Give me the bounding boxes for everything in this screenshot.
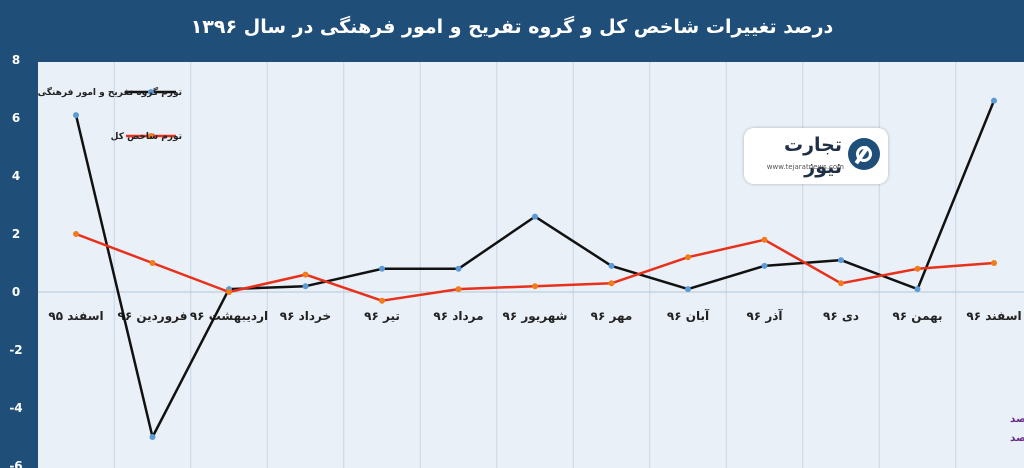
data-point xyxy=(73,231,79,237)
x-tick-label: اسفند ۹۶ xyxy=(966,309,1021,323)
data-point xyxy=(455,265,462,272)
data-point xyxy=(991,97,997,104)
data-point xyxy=(838,257,844,264)
data-point xyxy=(226,289,232,295)
data-point xyxy=(455,286,462,293)
data-point xyxy=(838,280,844,287)
y-tick-label: 0 xyxy=(12,285,20,299)
x-tick-label: دی ۹۶ xyxy=(823,309,859,323)
x-tick-label: شهریور ۹۶ xyxy=(503,309,568,324)
legend-label: تورم شاخص کل xyxy=(111,132,182,142)
x-tick-label: بهمن ۹۶ xyxy=(892,309,942,323)
header-bar: درصد تغییرات شاخص کل و گروه تفریح و امور… xyxy=(0,0,1024,62)
data-point xyxy=(532,213,538,220)
x-tick-label: اردیبهشت ۹۶ xyxy=(190,309,268,323)
logo-mark-icon xyxy=(848,138,880,170)
logo-badge: تجارت نیوز www.tejaratnews.com xyxy=(744,128,888,184)
data-point xyxy=(761,236,768,243)
x-tick-label: خرداد ۹۶ xyxy=(280,309,331,323)
data-point xyxy=(608,280,615,287)
data-point xyxy=(991,260,997,266)
data-point xyxy=(379,297,385,304)
legend-marker xyxy=(148,89,154,95)
x-tick-label: مرداد ۹۶ xyxy=(433,309,483,323)
data-point xyxy=(379,265,385,272)
x-tick-label: اسفند ۹۵ xyxy=(48,309,103,323)
inflation-note: تورم عمومی 9.6 درصد xyxy=(1010,413,1024,425)
y-tick-label: -4 xyxy=(9,401,22,415)
data-point xyxy=(149,434,156,440)
logo-text: تجارت نیوز xyxy=(784,134,842,178)
data-point xyxy=(914,265,921,272)
legend: تورم گروه تفریح و امور فرهنگی تورم شاخص ک… xyxy=(38,86,182,142)
x-tick-label: آذر ۹۶ xyxy=(746,308,783,323)
series-line xyxy=(75,232,995,302)
gridlines xyxy=(113,62,957,468)
data-point xyxy=(914,286,921,293)
inflation-note: تورم تفریح و امور فرهنگی 10.2 درصد xyxy=(1010,431,1024,444)
data-point xyxy=(685,286,691,293)
legend-marker xyxy=(148,133,154,139)
data-point xyxy=(302,271,309,278)
y-tick-label: -2 xyxy=(9,343,22,357)
y-tick-label: 8 xyxy=(12,53,20,67)
data-point xyxy=(73,112,79,119)
x-tick-label: آبان ۹۶ xyxy=(667,308,710,323)
series-2 xyxy=(73,231,997,304)
y-tick-label: -6 xyxy=(9,459,22,468)
x-tick-label: تیر ۹۶ xyxy=(364,309,400,323)
chart-title: درصد تغییرات شاخص کل و گروه تفریح و امور… xyxy=(190,16,834,38)
data-point xyxy=(761,262,768,269)
data-point xyxy=(608,262,615,269)
data-point xyxy=(532,283,538,290)
x-tick-label: فروردین ۹۶ xyxy=(118,309,188,324)
y-tick-label: 4 xyxy=(12,169,20,183)
x-tick-label: مهر ۹۶ xyxy=(591,309,633,323)
y-tick-label: 6 xyxy=(12,111,20,125)
data-point xyxy=(149,260,156,266)
data-point xyxy=(302,283,309,290)
y-tick-label: 2 xyxy=(12,227,20,241)
data-point xyxy=(685,254,691,261)
logo-url: www.tejaratnews.com xyxy=(766,163,844,171)
legend-label: تورم گروه تفریح و امور فرهنگی xyxy=(38,86,182,98)
